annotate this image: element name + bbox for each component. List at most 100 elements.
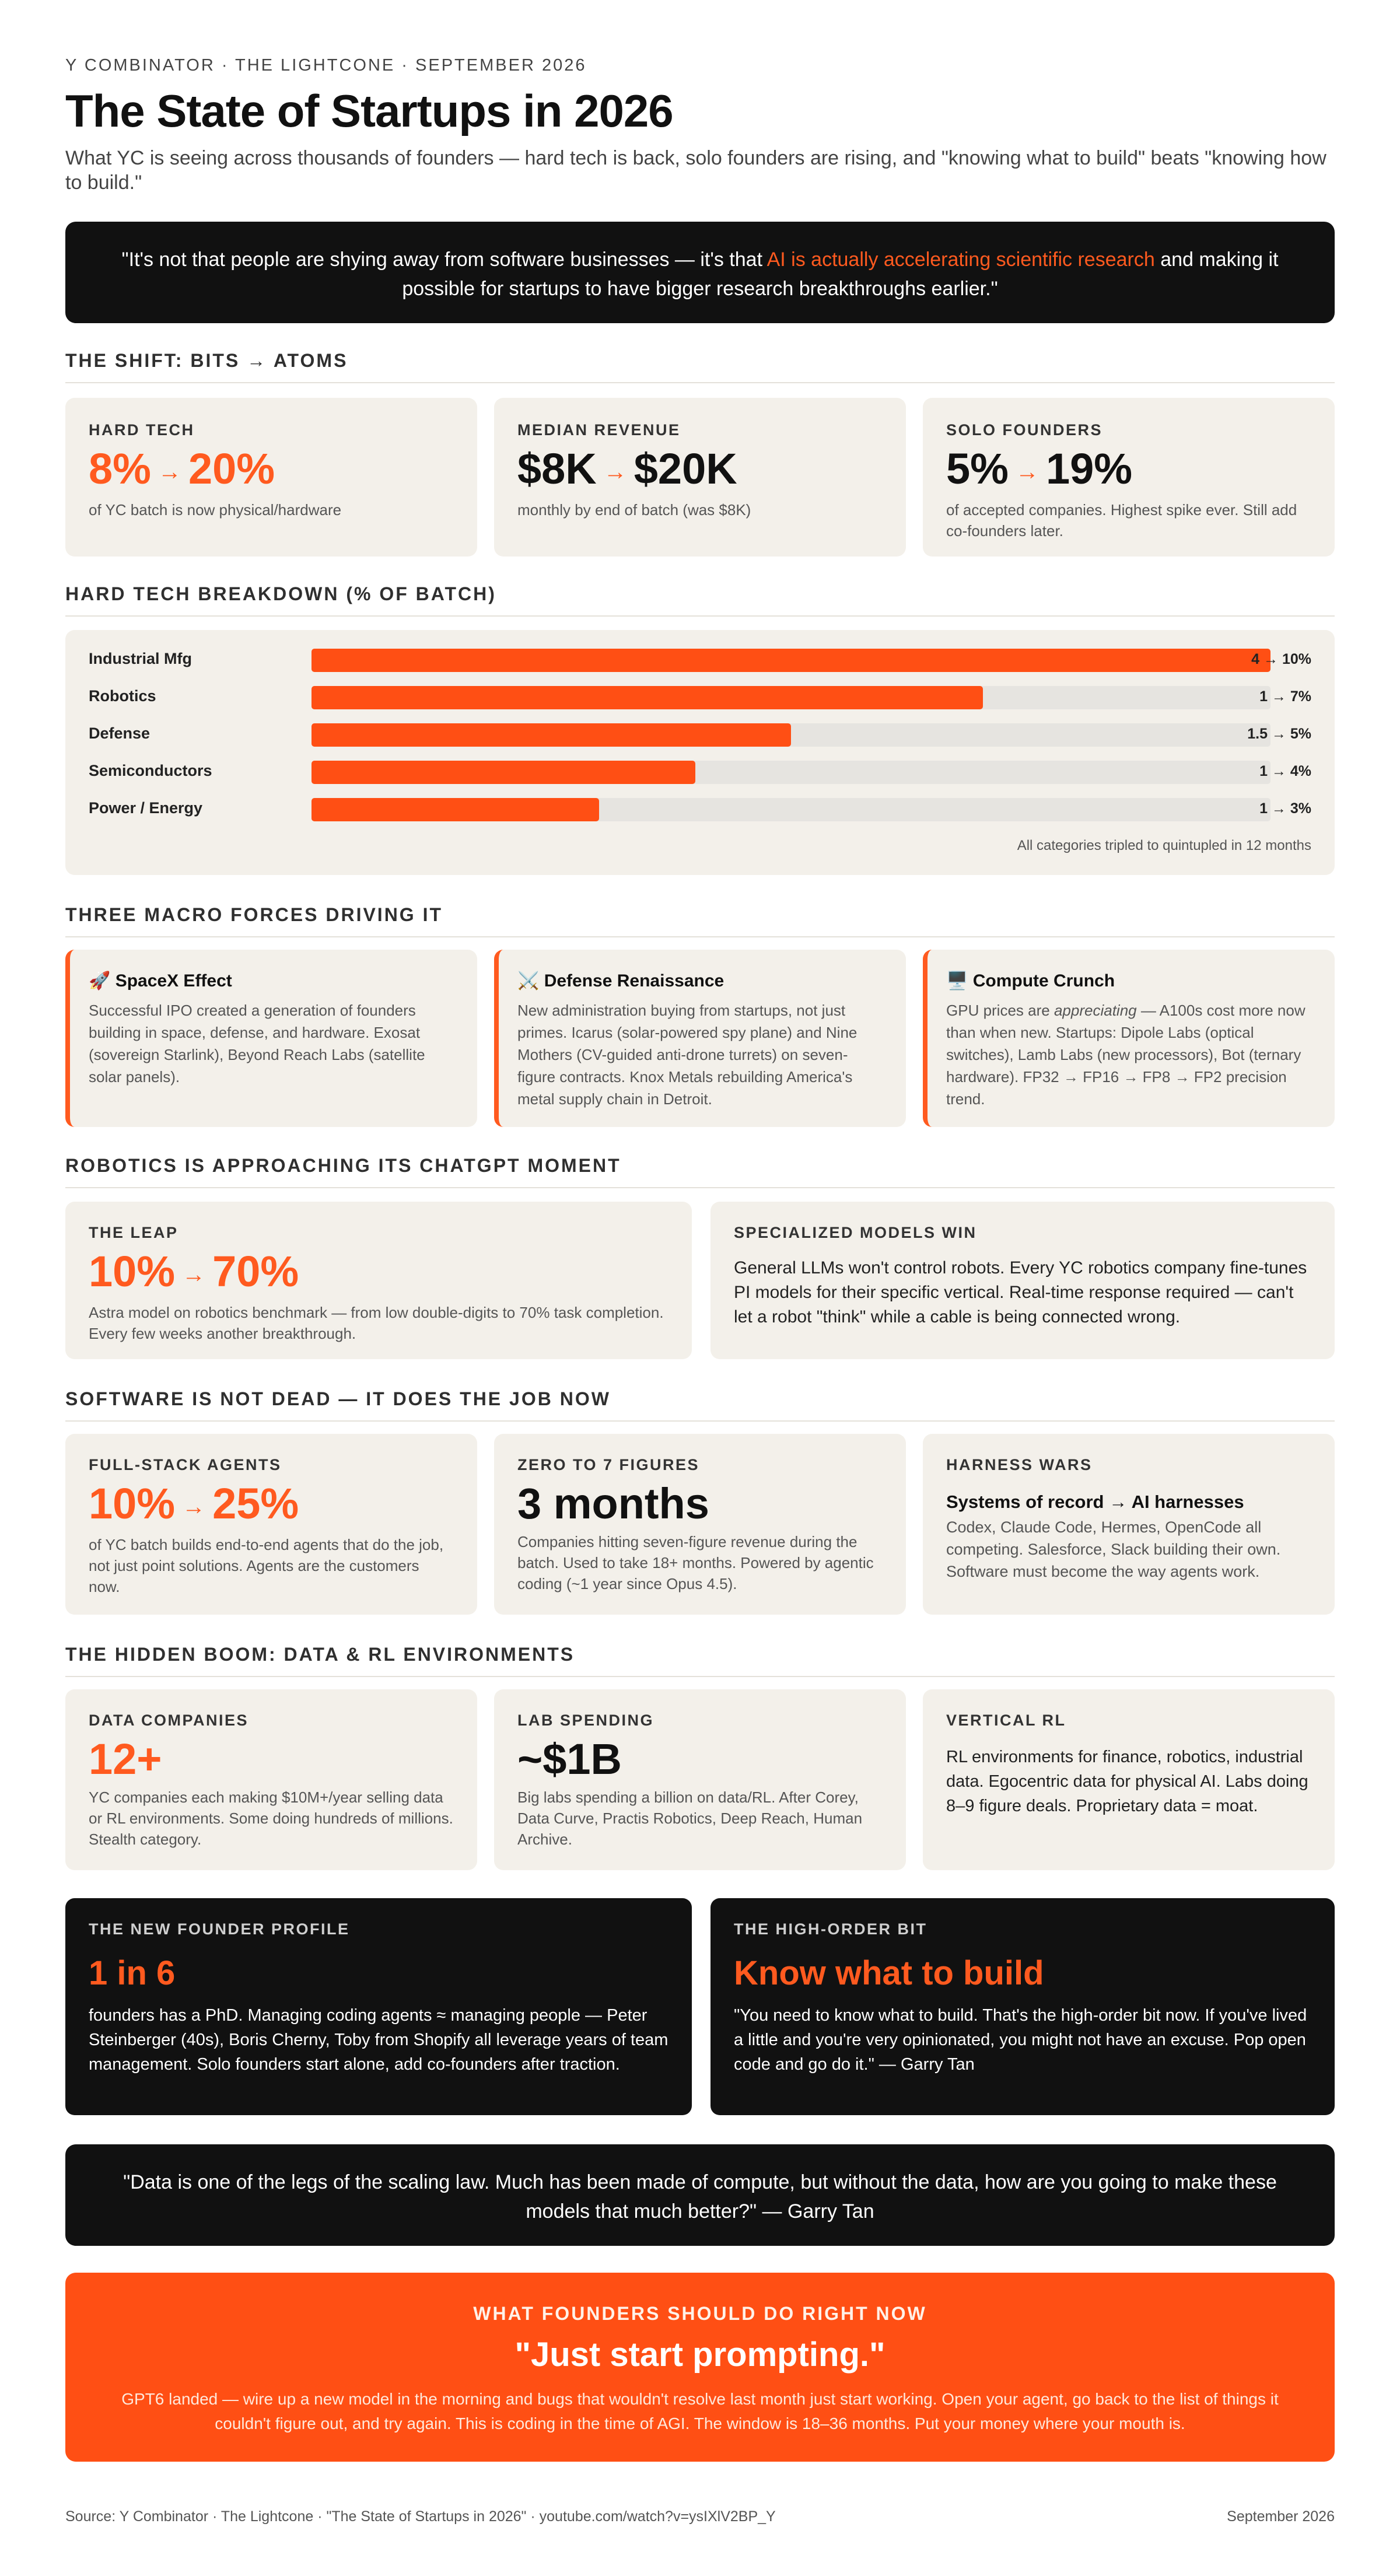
stat-note: monthly by end of batch (was $8K)	[517, 501, 751, 519]
section-heading-data-boom: THE HIDDEN BOOM: DATA & RL ENVIRONMENTS	[65, 1644, 1335, 1677]
stat-to: 25%	[212, 1479, 299, 1528]
cta-text: GPT6 landed — wire up a new model in the…	[121, 2390, 1279, 2432]
stat-from: 8%	[89, 444, 151, 493]
arrow-icon: →	[1015, 459, 1039, 485]
stat-to: 19%	[1045, 444, 1133, 493]
bar-fill	[312, 649, 1270, 672]
bar-value-label: 4 → 10%	[1251, 651, 1311, 667]
stat-note: Codex, Claude Code, Hermes, OpenCode all…	[946, 1518, 1281, 1580]
card-text: RL environments for finance, robotics, i…	[946, 1748, 1308, 1815]
force-text-end: — A100s cost more now than when new. Sta…	[946, 1002, 1306, 1108]
crossed-swords-icon: ⚔️	[517, 971, 540, 991]
bar-label: Semiconductors	[89, 762, 212, 779]
bar-row: Defense 1.5 → 5%	[89, 722, 1311, 748]
opening-quote: "It's not that people are shying away fr…	[65, 222, 1335, 323]
section-heading-forces: THREE MACRO FORCES DRIVING IT	[65, 904, 1335, 937]
stat-value: 12+	[89, 1735, 162, 1783]
page-subtitle: What YC is seeing across thousands of fo…	[65, 147, 1326, 194]
section-heading-software: SOFTWARE IS NOT DEAD — IT DOES THE JOB N…	[65, 1388, 1335, 1422]
bar-label: Defense	[89, 724, 150, 742]
bar-fill	[312, 761, 695, 784]
computer-icon: 🖥️	[946, 971, 968, 991]
stat-note: Big labs spending a billion on data/RL. …	[517, 1788, 863, 1848]
bar-fill	[312, 686, 983, 709]
force-text: GPU prices are appreciating — A100s cost…	[946, 999, 1314, 1110]
stat-from: $8K	[517, 444, 597, 493]
card-label: DATA COMPANIES	[89, 1712, 249, 1729]
footer-source: Source: Y Combinator · The Lightcone · "…	[65, 2508, 776, 2525]
card-label: ZERO TO 7 FIGURES	[517, 1456, 700, 1474]
force-title: ⚔️ Defense Renaissance	[517, 971, 885, 991]
card-harness-wars: HARNESS WARS Systems of record → AI harn…	[923, 1434, 1335, 1615]
dark-card-founder-profile: THE NEW FOUNDER PROFILE 1 in 6 founders …	[65, 1898, 692, 2115]
force-title-text: SpaceX Effect	[115, 971, 232, 991]
stat-note: of YC batch builds end-to-end agents tha…	[89, 1536, 444, 1596]
stat-value: ~$1B	[517, 1735, 622, 1783]
stat-value: 5% → 19%	[946, 445, 1311, 496]
bar-track	[312, 649, 1270, 672]
bar-track	[312, 686, 1270, 709]
bar-row: Robotics 1 → 7%	[89, 685, 1311, 710]
force-card-defense: ⚔️ Defense Renaissance New administratio…	[494, 950, 906, 1127]
stat-to: 70%	[212, 1247, 299, 1296]
force-text: Successful IPO created a generation of f…	[89, 1002, 425, 1086]
card-label: FULL-STACK AGENTS	[89, 1456, 282, 1474]
bar-row: Semiconductors 1 → 4%	[89, 760, 1311, 785]
bar-value-label: 1 → 4%	[1259, 763, 1311, 779]
founder-text: founders has a PhD. Managing coding agen…	[89, 2006, 668, 2074]
stat-note: Companies hitting seven-figure revenue d…	[517, 1533, 874, 1592]
closing-quote: "Data is one of the legs of the scaling …	[65, 2144, 1335, 2246]
bar-label: Robotics	[89, 687, 156, 705]
card-subtitle: Systems of record → AI harnesses	[946, 1492, 1244, 1512]
bar-track	[312, 723, 1270, 747]
bar-value-label: 1.5 → 5%	[1247, 726, 1311, 742]
bar-track	[312, 798, 1270, 821]
stat-card-full-stack-agents: FULL-STACK AGENTS 10% → 25% of YC batch bu…	[65, 1434, 477, 1615]
force-text-start: GPU prices are	[946, 1002, 1054, 1019]
card-label: HARNESS WARS	[946, 1456, 1093, 1474]
dark-card-high-order-bit: THE HIGH-ORDER BIT Know what to build "Y…	[710, 1898, 1335, 2115]
bar-label: Power / Energy	[89, 799, 203, 817]
stat-to: 20%	[188, 444, 275, 493]
bar-fill	[312, 723, 791, 747]
force-title: 🚀 SpaceX Effect	[89, 971, 456, 991]
stat-note: YC companies each making $10M+/year sell…	[89, 1788, 453, 1848]
stat-value: 3 months	[517, 1479, 709, 1528]
section-heading-shift: THE SHIFT: BITS → ATOMS	[65, 350, 1335, 383]
quote-text-end: and making it possible for startups to h…	[402, 249, 1279, 300]
card-label: SOLO FOUNDERS	[946, 421, 1103, 439]
stat-card-zero-to-seven-figures: ZERO TO 7 FIGURES 3 months Companies hit…	[494, 1434, 906, 1615]
bar-label: Industrial Mfg	[89, 650, 192, 667]
bar-value-label: 1 → 7%	[1259, 688, 1311, 705]
page-title: The State of Startups in 2026	[65, 85, 674, 136]
card-label: SPECIALIZED MODELS WIN	[734, 1224, 977, 1241]
bar-row: Power / Energy 1 → 3%	[89, 797, 1311, 822]
stat-from: 5%	[946, 444, 1009, 493]
stat-note: of accepted companies. Highest spike eve…	[946, 501, 1297, 540]
stat-note: of YC batch is now physical/hardware	[89, 501, 342, 519]
founder-stat: 1 in 6	[89, 1954, 176, 1992]
bar-track	[312, 761, 1270, 784]
chart-footnote: All categories tripled to quintupled in …	[1017, 838, 1311, 853]
section-heading-breakdown: HARD TECH BREAKDOWN (% OF BATCH)	[65, 583, 1335, 617]
arrow-icon: →	[182, 1262, 206, 1288]
stat-card-median-revenue: MEDIAN REVENUE $8K → $20K monthly by end o…	[494, 398, 906, 556]
card-label: LAB SPENDING	[517, 1712, 654, 1729]
force-title-text: Compute Crunch	[972, 971, 1115, 991]
card-text: General LLMs won't control robots. Every…	[734, 1258, 1307, 1326]
hard-tech-bar-chart: Industrial Mfg 4 → 10% Robotics 1 → 7% Defen…	[65, 630, 1335, 875]
footer: Source: Y Combinator · The Lightcone · "…	[65, 2508, 1335, 2525]
stat-card-lab-spending: LAB SPENDING ~$1B Big labs spending a bi…	[494, 1689, 906, 1870]
stat-card-solo-founders: SOLO FOUNDERS 5% → 19% of accepted compani…	[923, 398, 1335, 556]
cta-title: "Just start prompting."	[514, 2336, 886, 2374]
card-specialized-models: SPECIALIZED MODELS WIN General LLMs won'…	[710, 1202, 1335, 1359]
force-title: 🖥️ Compute Crunch	[946, 971, 1314, 991]
high-order-text: "You need to know what to build. That's …	[734, 2006, 1307, 2074]
stat-from: 10%	[89, 1479, 176, 1528]
footer-date: September 2026	[1227, 2508, 1335, 2525]
stat-card-the-leap: THE LEAP 10% → 70% Astra model on robotics…	[65, 1202, 692, 1359]
card-vertical-rl: VERTICAL RL RL environments for finance,…	[923, 1689, 1335, 1870]
card-label: THE NEW FOUNDER PROFILE	[89, 1920, 350, 1938]
force-card-compute: 🖥️ Compute Crunch GPU prices are appreci…	[923, 950, 1335, 1127]
